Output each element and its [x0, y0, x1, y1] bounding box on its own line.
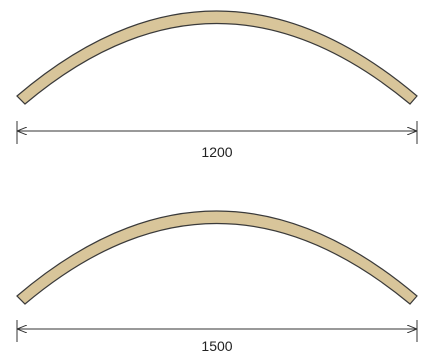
arch-2-dimension-label: 1500 — [201, 338, 232, 354]
arch-group-2: 1500 — [16, 210, 418, 354]
arch-1-dimension-label: 1200 — [201, 144, 232, 160]
arch-group-1: 1200 — [16, 10, 418, 160]
arch-1-shape — [16, 10, 418, 105]
arch-2-shape — [16, 210, 418, 305]
